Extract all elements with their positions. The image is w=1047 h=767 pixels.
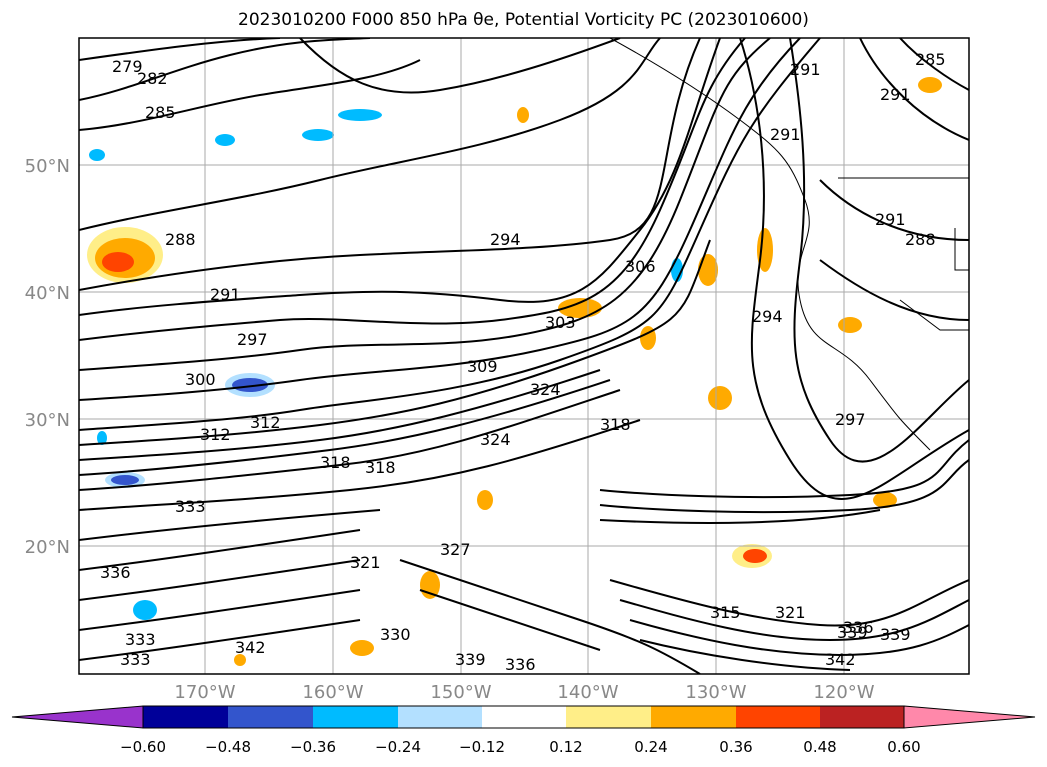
contour-label: 321	[775, 603, 806, 622]
colorbar-swatch	[651, 706, 736, 728]
contour-label: 336	[100, 563, 131, 582]
contour-label: 342	[235, 638, 266, 657]
contour-label: 336	[843, 618, 874, 637]
lat-label: 50°N	[25, 156, 70, 177]
contour-label: 333	[120, 650, 151, 669]
contour-label: 282	[137, 69, 168, 88]
colorbar-tick-labels: −0.60 −0.48 −0.36 −0.24 −0.12 0.12 0.24 …	[120, 738, 921, 756]
contour-label: 291	[880, 85, 911, 104]
colorbar-swatch	[736, 706, 820, 728]
contour-label: 327	[440, 540, 471, 559]
contour-label: 312	[200, 425, 231, 444]
lon-label: 140°W	[557, 682, 618, 703]
colorbar-tick: 0.36	[719, 738, 752, 756]
coastline	[609, 38, 969, 451]
contour-label: 339	[455, 650, 486, 669]
contour-label: 291	[210, 285, 241, 304]
lon-label: 130°W	[685, 682, 746, 703]
contour-label: 285	[145, 103, 176, 122]
contour-label: 339	[880, 625, 911, 644]
colorbar-swatch	[228, 706, 313, 728]
plot-border	[78, 37, 970, 675]
contour-label: 303	[545, 313, 576, 332]
contour-label: 279	[112, 57, 143, 76]
colorbar-tick: 0.12	[549, 738, 582, 756]
contour-label: 285	[915, 50, 946, 69]
lon-label: 150°W	[430, 682, 491, 703]
colorbar	[11, 705, 1036, 729]
lon-label: 120°W	[813, 682, 874, 703]
contour-label: 294	[490, 230, 521, 249]
colorbar-tick: −0.60	[120, 738, 166, 756]
contour-label: 318	[600, 415, 631, 434]
theta-e-contours	[79, 38, 969, 674]
colorbar-swatch	[566, 706, 651, 728]
contour-label: 306	[625, 257, 656, 276]
contour-label: 291	[875, 210, 906, 229]
lon-label: 160°W	[302, 682, 363, 703]
contour-label: 333	[175, 497, 206, 516]
contour-labels: 279 282 285 288 291 291 294 294 297 297 …	[100, 50, 946, 674]
contour-label: 294	[752, 307, 783, 326]
contour-label: 324	[530, 380, 561, 399]
colorbar-swatch	[482, 706, 566, 728]
contour-label: 321	[350, 553, 381, 572]
contour-label: 291	[770, 125, 801, 144]
colorbar-swatch	[143, 706, 228, 728]
colorbar-tick: 0.48	[803, 738, 836, 756]
colorbar-extend-left	[11, 705, 144, 729]
contour-label: 339	[837, 623, 868, 642]
colorbar-tick: −0.12	[459, 738, 505, 756]
contour-label: 336	[505, 655, 536, 674]
contour-label: 318	[320, 453, 351, 472]
colorbar-tick: 0.24	[634, 738, 667, 756]
colorbar-swatch	[313, 706, 398, 728]
contour-label: 318	[365, 458, 396, 477]
map-title: 2023010200 F000 850 hPa θe, Potential Vo…	[238, 10, 809, 30]
contour-label: 324	[480, 430, 511, 449]
plot-area	[79, 38, 969, 674]
contour-label: 288	[905, 230, 936, 249]
colorbar-extend-right	[903, 705, 1036, 729]
contour-label: 342	[825, 650, 856, 669]
contour-label: 300	[185, 370, 216, 389]
contour-label: 297	[237, 330, 268, 349]
colorbar-tick: −0.24	[375, 738, 421, 756]
lat-label: 40°N	[25, 283, 70, 304]
contour-label: 315	[710, 603, 741, 622]
contour-label: 288	[165, 230, 196, 249]
colorbar-tick: 0.60	[887, 738, 920, 756]
contour-label: 333	[125, 630, 156, 649]
colorbar-tick: −0.36	[290, 738, 336, 756]
lat-label: 20°N	[25, 537, 70, 558]
lat-label: 30°N	[25, 410, 70, 431]
contour-label: 297	[835, 410, 866, 429]
lon-label: 170°W	[174, 682, 235, 703]
latitude-labels: 50°N 40°N 30°N 20°N	[25, 156, 70, 558]
colorbar-tick: −0.48	[205, 738, 251, 756]
colorbar-swatch	[820, 706, 904, 728]
contour-label: 309	[467, 357, 498, 376]
contour-label: 291	[790, 60, 821, 79]
contour-label: 312	[250, 413, 281, 432]
contour-label: 330	[380, 625, 411, 644]
longitude-labels: 170°W 160°W 150°W 140°W 130°W 120°W	[174, 682, 874, 703]
colorbar-swatch	[398, 706, 482, 728]
